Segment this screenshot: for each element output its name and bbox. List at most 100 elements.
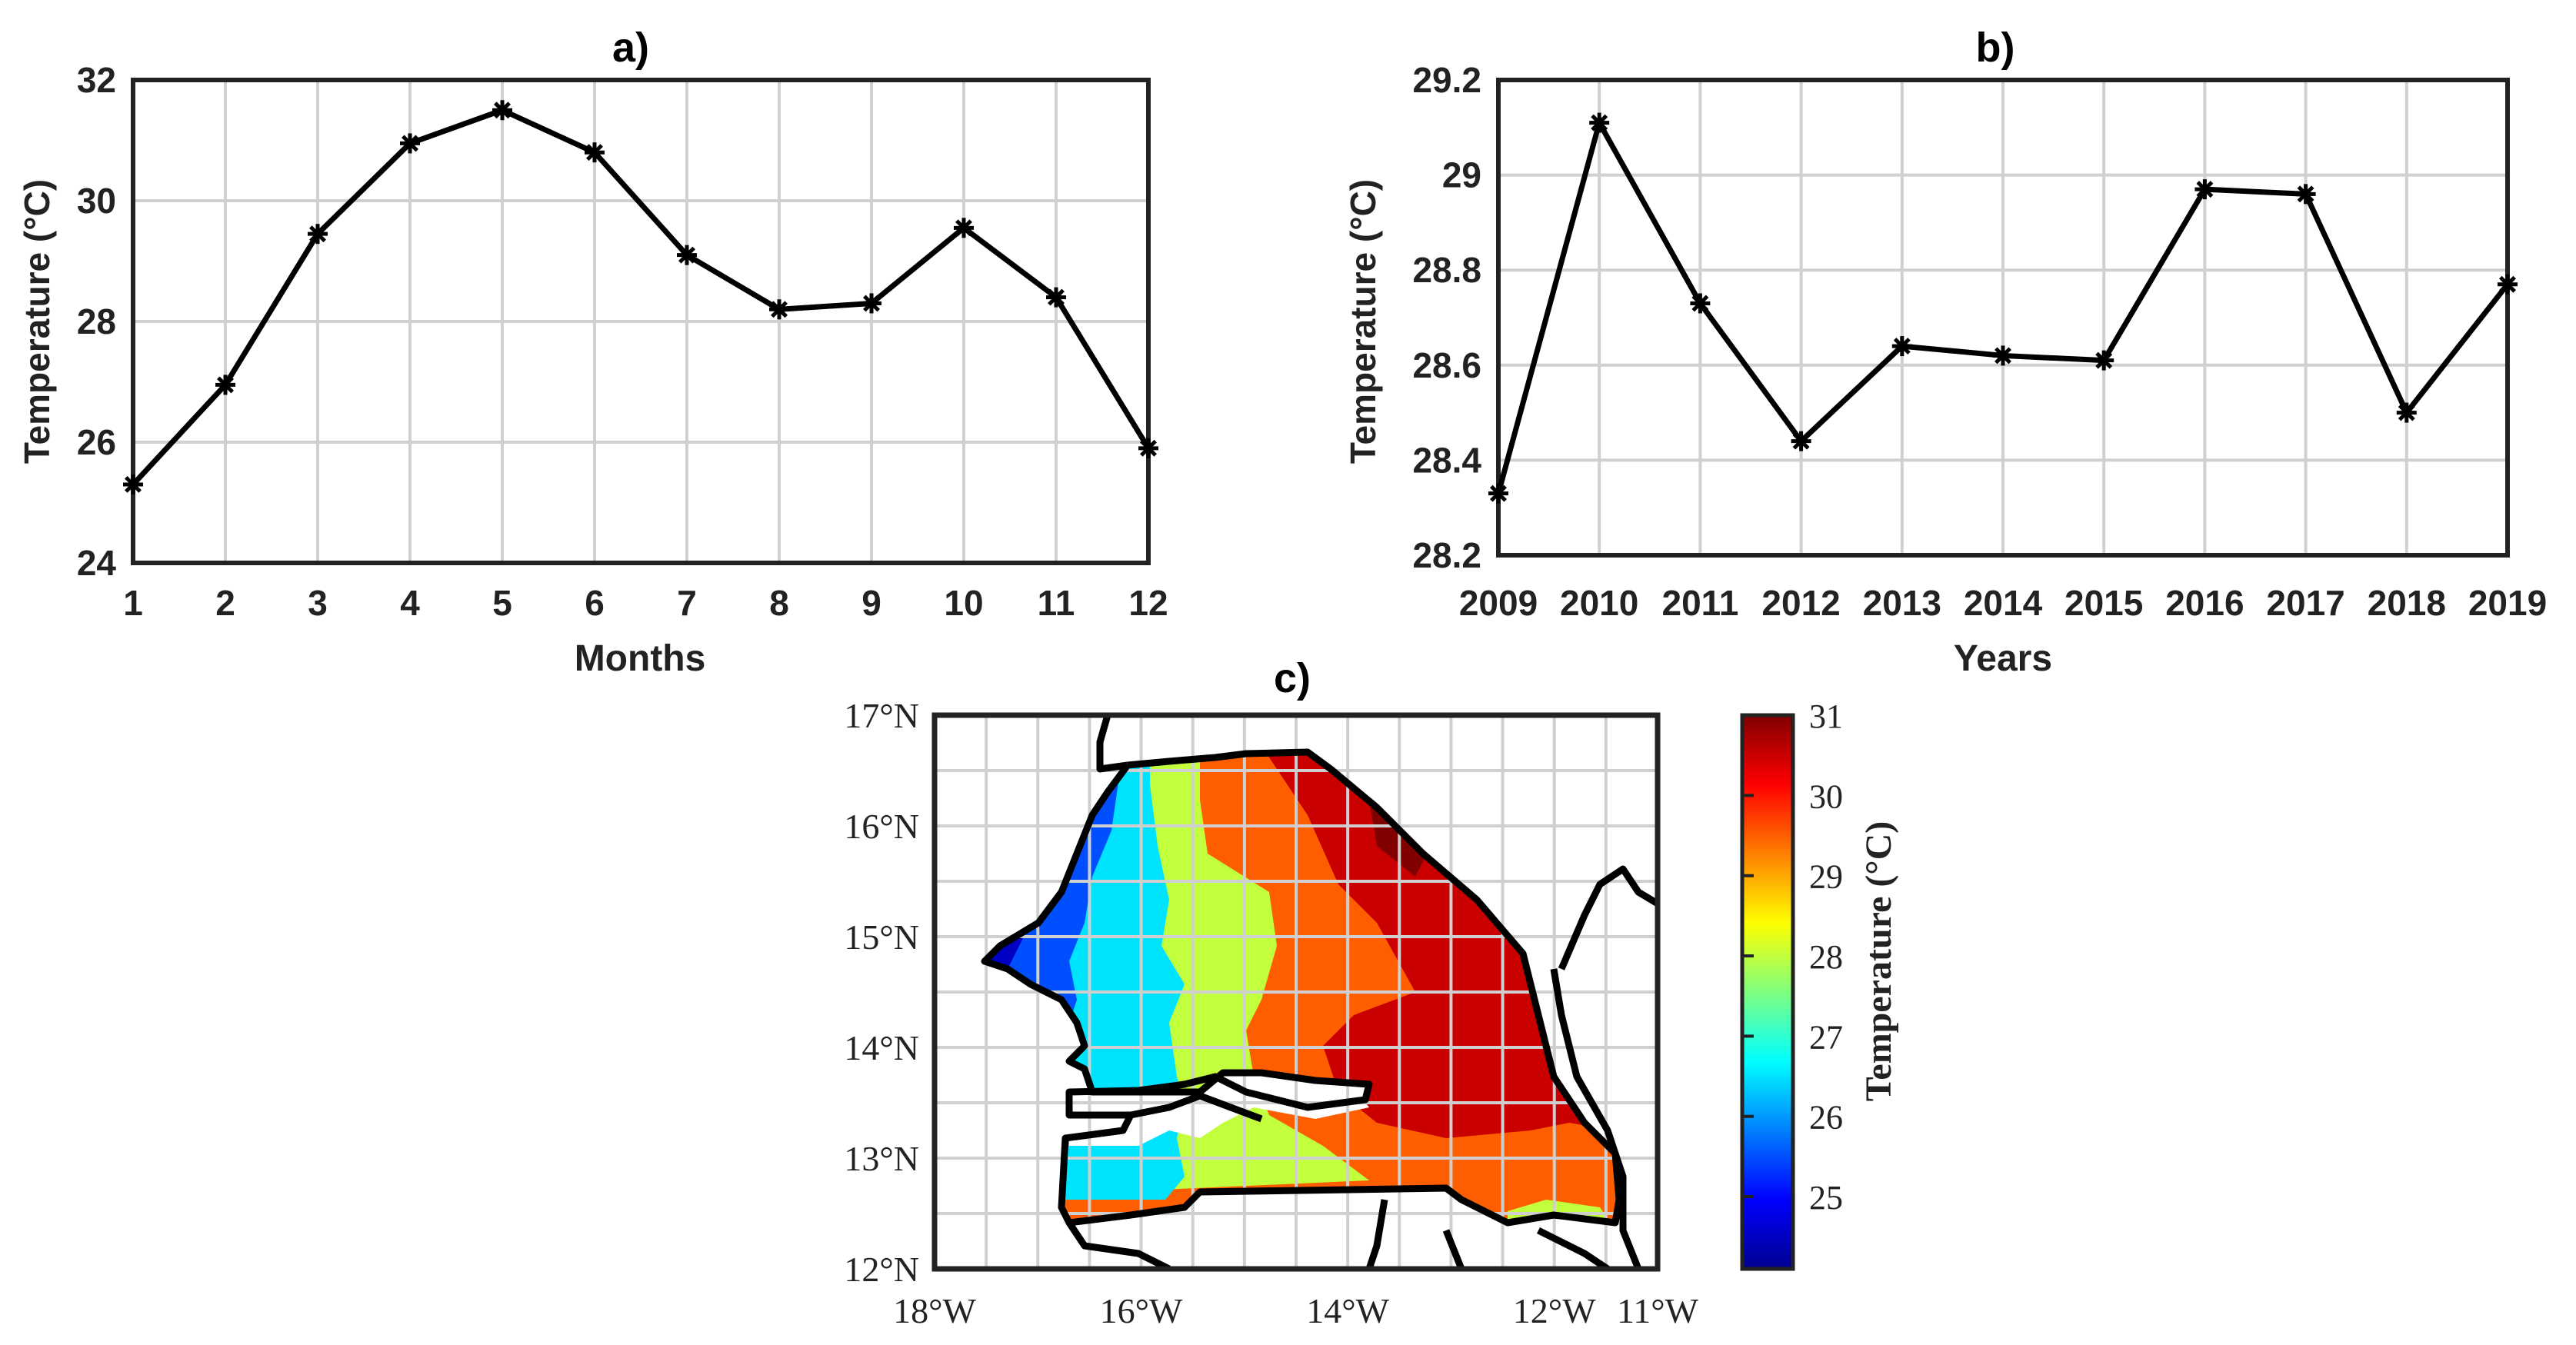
- gambia-river: [1130, 1092, 1263, 1123]
- a-data-point: [215, 375, 235, 395]
- panel-b-axes-box: [1496, 78, 2510, 558]
- colorbar-tick-label: 25: [1809, 1179, 1843, 1217]
- a-data-point: [1138, 438, 1158, 458]
- b-y-tick-label: 29: [1442, 155, 1481, 195]
- a-x-tick-label: 5: [492, 583, 512, 623]
- b-x-tick-label: 2019: [2468, 583, 2547, 623]
- senegal-border: [981, 748, 1623, 1227]
- b-x-tick-label: 2011: [1662, 583, 1739, 623]
- panel-c-title: c): [1274, 655, 1311, 701]
- a-x-tick-label: 7: [677, 583, 697, 623]
- colorbar-tick-label: 28: [1809, 938, 1843, 976]
- b-x-tick-label: 2015: [2064, 583, 2143, 623]
- b-x-tick-label: 2012: [1761, 583, 1840, 623]
- guinea-border: [1066, 1199, 1610, 1269]
- panel-c-axes-box: [931, 712, 1661, 1272]
- a-y-tick-label: 28: [77, 301, 116, 341]
- colorbar-label: Temperature (°C): [1858, 821, 1899, 1101]
- panel-b: 28.2 28.4 28.6 28.8 29 29.2 2009 2010 2011 2012 2…: [1343, 25, 2547, 679]
- panel-c-gridlines: [935, 715, 1658, 1269]
- c-lat-tick-label: 17°N: [844, 696, 919, 735]
- panel-a-series-line: [131, 107, 1151, 487]
- a-x-tick-label: 2: [215, 583, 235, 623]
- panel-b-y-axis-label: Temperature (°C): [1343, 179, 1383, 464]
- coastlines: [981, 715, 1658, 1269]
- panel-a-y-axis-label: Temperature (°C): [17, 179, 57, 464]
- a-x-tick-label: 10: [944, 583, 983, 623]
- c-lon-tick-label: 14°W: [1306, 1291, 1389, 1330]
- b-data-point: [2295, 184, 2316, 205]
- colorbar: [1740, 713, 1795, 1271]
- panel-b-markers: [1488, 112, 2518, 504]
- b-data-point: [2396, 402, 2417, 423]
- a-y-tick-label: 24: [77, 543, 117, 583]
- a-data-point: [769, 299, 789, 320]
- b-y-tick-label: 28.4: [1412, 440, 1481, 480]
- colorbar-tick-label: 29: [1809, 858, 1843, 896]
- a-data-point: [954, 218, 974, 238]
- a-x-tick-label: 9: [861, 583, 881, 623]
- panel-c-map: [935, 715, 1658, 1269]
- colorbar-tick-label: 27: [1809, 1018, 1843, 1056]
- panel-b-x-axis-label: Years: [1954, 638, 2052, 679]
- c-lon-tick-label: 18°W: [893, 1291, 976, 1330]
- colorbar-tick-label: 31: [1809, 697, 1843, 735]
- b-data-point: [1589, 112, 1610, 133]
- a-data-point: [1046, 287, 1066, 308]
- a-x-tick-label: 4: [400, 583, 420, 623]
- a-x-tick-label: 1: [123, 583, 143, 623]
- b-data-point: [1993, 345, 2013, 366]
- a-x-tick-label: 12: [1128, 583, 1168, 623]
- c-lon-tick-label: 16°W: [1100, 1291, 1183, 1330]
- a-x-tick-label: 3: [308, 583, 328, 623]
- c-lat-tick-label: 15°N: [844, 917, 919, 957]
- b-x-tick-label: 2018: [2368, 583, 2446, 623]
- east-border: [1550, 968, 1642, 1269]
- b-data-point: [1690, 293, 1711, 314]
- c-lat-tick-label: 12°N: [844, 1250, 919, 1289]
- mauritania-coast: [1096, 715, 1128, 773]
- colorbar-tick-label: 26: [1809, 1099, 1843, 1137]
- panel-a-axes-box: [131, 78, 1151, 565]
- a-x-tick-label: 8: [769, 583, 789, 623]
- b-x-tick-label: 2009: [1459, 583, 1538, 623]
- b-y-tick-label: 29.2: [1412, 60, 1481, 100]
- a-x-tick-label: 11: [1038, 583, 1075, 623]
- a-data-point: [308, 224, 328, 245]
- panel-a-x-axis-label: Months: [575, 638, 706, 679]
- b-y-tick-label: 28.8: [1412, 250, 1481, 290]
- b-y-tick-label: 28.6: [1412, 345, 1481, 385]
- panel-b-x-tick-labels: 2009 2010 2011 2012 2013 2014 2015 2016 2017 2018…: [1459, 583, 2547, 623]
- c-lat-tick-label: 16°N: [844, 807, 919, 846]
- c-lon-tick-label: 11°W: [1617, 1291, 1699, 1330]
- c-lat-tick-label: 14°N: [844, 1028, 919, 1067]
- panel-c-y-tick-labels: 12°N 13°N 14°N 15°N 16°N 17°N: [844, 696, 919, 1289]
- panel-a-x-tick-labels: 1 2 3 4 5 6 7 8 9 10 11 12: [123, 583, 1168, 623]
- a-y-tick-label: 26: [77, 422, 116, 462]
- c-lat-tick-label: 13°N: [844, 1139, 919, 1178]
- panel-b-title: b): [1976, 25, 2015, 71]
- a-y-tick-label: 32: [77, 60, 116, 100]
- panel-b-y-tick-labels: 28.2 28.4 28.6 28.8 29 29.2: [1412, 60, 1481, 575]
- panel-c-x-tick-labels: 18°W 16°W 14°W 12°W 11°W: [893, 1291, 1699, 1330]
- a-data-point: [677, 245, 697, 265]
- a-data-point: [400, 133, 420, 154]
- panel-a-title: a): [612, 25, 649, 71]
- a-y-tick-label: 30: [77, 181, 116, 221]
- panel-a-y-tick-labels: 24 26 28 30 32: [77, 60, 117, 583]
- colorbar-tick-labels: 25 26 27 28 29 30 31: [1742, 697, 1843, 1217]
- mali-border: [1558, 865, 1658, 970]
- panel-a-markers: [123, 100, 1158, 494]
- a-data-point: [861, 293, 881, 314]
- b-data-point: [2194, 179, 2215, 200]
- a-x-tick-label: 6: [585, 583, 605, 623]
- b-y-tick-label: 28.2: [1412, 535, 1481, 575]
- b-x-tick-label: 2013: [1863, 583, 1941, 623]
- b-x-tick-label: 2010: [1560, 583, 1638, 623]
- b-data-point: [1791, 431, 1811, 451]
- b-data-point: [1488, 483, 1508, 504]
- b-x-tick-label: 2014: [1964, 583, 2043, 623]
- a-data-point: [123, 474, 143, 494]
